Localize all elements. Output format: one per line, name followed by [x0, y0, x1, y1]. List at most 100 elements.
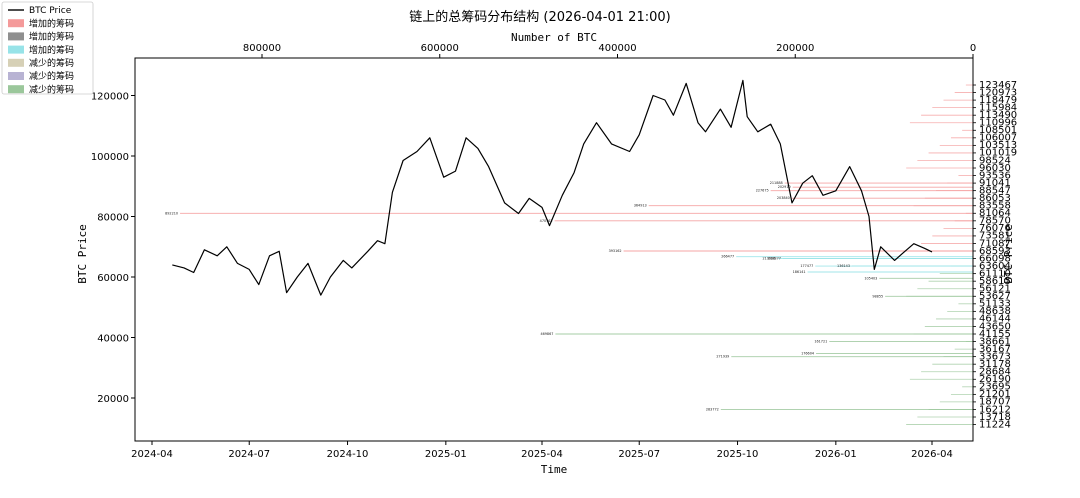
top-tick-label: 600000: [421, 43, 459, 54]
right-tick-label: 63604: [979, 261, 1011, 272]
right-tick-label: 88547: [979, 185, 1011, 196]
right-tick-label: 81064: [979, 208, 1011, 219]
legend-patch-swatch: [8, 19, 24, 28]
top-tick-label: 200000: [776, 43, 814, 54]
chip-label: 469867: [540, 332, 553, 336]
y-axis-ticks: 20000 40000 60000 80000 100000 120000: [91, 92, 135, 405]
legend-patch-swatch: [8, 32, 24, 41]
right-tick-label: 110996: [979, 118, 1017, 129]
right-tick-label: 53627: [979, 291, 1011, 302]
right-tick-label: 73581: [979, 231, 1011, 242]
y-axis-label-right: BTC Price: [1002, 224, 1015, 284]
right-tick-label: 13718: [979, 412, 1011, 423]
top-axis-ticks: 800000 600000 400000 200000 0: [243, 43, 976, 58]
right-tick-label: 106007: [979, 133, 1017, 144]
right-axis-ticks: 1234671209731184791159841134901109961085…: [973, 80, 1017, 430]
right-tick-label: 36167: [979, 344, 1011, 355]
chip-label: 105403: [864, 276, 877, 280]
chart-title: 链上的总筹码分布结构 (2026-04-01 21:00): [409, 9, 670, 25]
legend-label: 增加的筹码: [29, 17, 74, 29]
price-line: [172, 79, 933, 296]
right-tick-label: 108501: [979, 125, 1017, 136]
chip-label: 203840: [777, 196, 790, 200]
right-tick-label: 48638: [979, 306, 1011, 317]
right-tick-label: 118479: [979, 95, 1017, 106]
legend-label: 减少的筹码: [29, 83, 74, 95]
y-tick-label: 100000: [91, 152, 129, 163]
y-tick-label: 80000: [97, 213, 129, 224]
chip-label: 211888: [770, 181, 783, 185]
chip-label: 186141: [793, 270, 806, 274]
right-tick-label: 26190: [979, 374, 1011, 385]
x-tick-label: 2025-01: [425, 449, 467, 460]
right-tick-label: 46144: [979, 314, 1011, 325]
right-tick-label: 78570: [979, 216, 1011, 227]
legend-box: [1, 1, 94, 95]
x-axis-label: Time: [541, 463, 568, 476]
right-tick-label: 41155: [979, 329, 1011, 340]
chip-label: 271939: [716, 355, 729, 359]
x-tick-label: 2024-04: [131, 449, 173, 460]
legend-patch-swatch: [8, 58, 24, 67]
right-tick-label: 91041: [979, 178, 1011, 189]
chip-label: 136143: [837, 264, 850, 268]
y-tick-label: 60000: [97, 273, 129, 284]
right-tick-label: 113490: [979, 110, 1017, 121]
y-tick-label: 20000: [97, 394, 129, 405]
right-tick-label: 83558: [979, 201, 1011, 212]
legend-label: 增加的筹码: [29, 31, 74, 43]
x-tick-label: 2024-07: [228, 449, 270, 460]
right-tick-label: 21201: [979, 389, 1011, 400]
right-tick-label: 93536: [979, 170, 1011, 181]
right-tick-label: 61110: [979, 268, 1011, 279]
top-axis-label: Number of BTC: [511, 31, 597, 44]
right-tick-label: 18707: [979, 397, 1011, 408]
right-tick-label: 123467: [979, 80, 1017, 91]
chip-label: 177477: [800, 264, 813, 268]
chip-label: 227675: [756, 189, 769, 193]
right-tick-label: 11224: [979, 419, 1011, 430]
right-tick-label: 56121: [979, 284, 1011, 295]
right-tick-label: 43650: [979, 321, 1011, 332]
right-tick-label: 28684: [979, 367, 1011, 378]
chip-label: 892210: [165, 211, 178, 215]
legend-patch-swatch: [8, 45, 24, 54]
chip-label: 161721: [814, 340, 827, 344]
x-tick-label: 2025-04: [521, 449, 563, 460]
top-tick-label: 0: [970, 43, 976, 54]
right-tick-label: 33673: [979, 351, 1011, 362]
legend-label: 减少的筹码: [29, 57, 74, 69]
top-tick-label: 400000: [598, 43, 636, 54]
chip-label: 213877: [768, 257, 781, 261]
x-tick-label: 2025-07: [618, 449, 660, 460]
y-tick-label: 120000: [91, 92, 129, 103]
chip-label: 283772: [706, 407, 719, 411]
chip-label: 470762: [540, 219, 553, 223]
chip-label: 266477: [721, 255, 734, 259]
chip-label: 176604: [801, 352, 814, 356]
y-axis-label: BTC Price: [76, 224, 89, 284]
right-tick-label: 115984: [979, 102, 1017, 113]
plot-frame: [134, 57, 974, 442]
legend-label: BTC Price: [29, 6, 72, 16]
x-tick-label: 2026-01: [815, 449, 857, 460]
right-tick-label: 68593: [979, 246, 1011, 257]
y-tick-label: 40000: [97, 334, 129, 345]
right-tick-label: 66098: [979, 253, 1011, 264]
right-tick-label: 16212: [979, 404, 1011, 415]
x-tick-label: 2025-10: [717, 449, 759, 460]
chip-label: 219996: [763, 257, 776, 261]
right-tick-label: 31178: [979, 359, 1011, 370]
legend-patch-swatch: [8, 72, 24, 80]
chip-label: 393162: [609, 249, 622, 253]
x-tick-label: 2026-04: [911, 449, 953, 460]
chip-label: 98855: [872, 294, 883, 298]
legend-label: 减少的筹码: [29, 70, 74, 82]
top-tick-label: 800000: [243, 43, 281, 54]
x-axis-ticks: 2024-04 2024-07 2024-10 2025-01 2025-04 2025-…: [131, 441, 953, 460]
chip-label: 364913: [634, 204, 647, 208]
legend-patch-swatch: [8, 85, 24, 94]
right-tick-label: 58615: [979, 276, 1011, 287]
